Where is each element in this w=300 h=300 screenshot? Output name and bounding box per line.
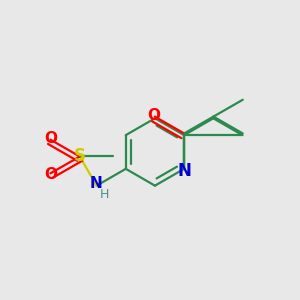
Text: O: O xyxy=(44,131,57,146)
Text: H: H xyxy=(100,188,109,201)
Text: S: S xyxy=(74,148,86,166)
Text: N: N xyxy=(177,162,191,180)
Text: N: N xyxy=(89,176,102,191)
Text: O: O xyxy=(44,167,57,182)
Text: O: O xyxy=(147,108,160,123)
